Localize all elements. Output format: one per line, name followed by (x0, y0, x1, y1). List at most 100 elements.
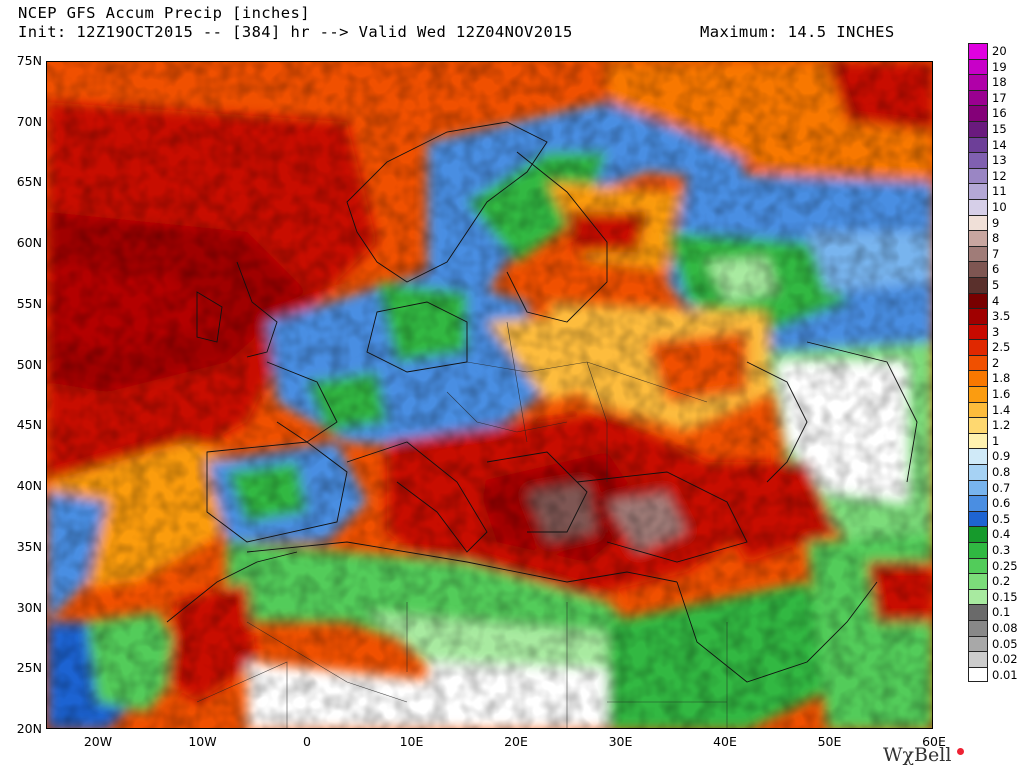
legend-label: 0.9 (992, 449, 1011, 464)
legend-entry: 18 (968, 74, 1020, 90)
legend-swatch (968, 292, 988, 309)
legend-swatch (968, 479, 988, 496)
legend-label: 19 (992, 59, 1007, 74)
legend-swatch (968, 354, 988, 371)
borders (196, 321, 728, 728)
legend-swatch (968, 74, 988, 90)
legend-swatch (968, 635, 988, 652)
lat-label: 65N (16, 174, 42, 190)
legend-label: 0.3 (992, 543, 1011, 557)
legend-swatch (968, 604, 988, 620)
legend-swatch (968, 666, 988, 683)
legend-swatch (968, 183, 988, 199)
legend-swatch (968, 308, 988, 324)
legend-label: 2 (992, 355, 1000, 370)
coastlines (166, 121, 918, 683)
lon-label: 20W (83, 734, 113, 749)
legend-entry: 1.4 (968, 401, 1020, 418)
logo-dot-icon (957, 748, 964, 755)
legend-label: 8 (992, 231, 1000, 246)
legend-entry: 7 (968, 245, 1020, 262)
legend-entry: 0.25 (968, 557, 1020, 574)
legend-entry: 3.5 (968, 308, 1020, 324)
legend-swatch (968, 542, 988, 558)
legend-label: 0.7 (992, 480, 1011, 495)
legend-entry: 16 (968, 105, 1020, 121)
lat-label: 30N (16, 599, 42, 615)
legend-entry: 20 (968, 43, 1020, 59)
legend-entry: 14 (968, 136, 1020, 153)
lon-label: 50E (817, 734, 842, 749)
legend-entry: 0.9 (968, 448, 1020, 465)
legend-swatch (968, 214, 988, 231)
init-valid-line: Init: 12Z19OCT2015 -- [384] hr --> Valid… (18, 23, 573, 41)
legend-swatch (968, 323, 988, 340)
legend-entry: 0.5 (968, 510, 1020, 527)
legend-entry: 1.8 (968, 370, 1020, 387)
lon-label: 30E (608, 734, 633, 749)
legend-label: 1 (992, 433, 1000, 448)
legend-entry: 2.5 (968, 339, 1020, 355)
legend-label: 2.5 (992, 340, 1011, 355)
legend-label: 7 (992, 246, 1000, 261)
legend-entry: 0.05 (968, 635, 1020, 652)
lat-label: 35N (16, 538, 42, 554)
legend-label: 0.25 (992, 558, 1018, 573)
legend-label: 0.08 (992, 620, 1018, 635)
lat-label: 25N (16, 660, 42, 676)
legend-swatch (968, 120, 988, 137)
legend-label: 3.5 (992, 309, 1011, 324)
legend-swatch (968, 245, 988, 262)
legend-swatch (968, 464, 988, 480)
legend-swatch (968, 417, 988, 433)
lon-label: 60E (922, 734, 946, 749)
legend-swatch (968, 276, 988, 293)
color-legend: 20 19 18 17 16 15 14 13 12 11 10 9 8 7 6 5 4 3.5 3 2.5 2 1.8 1… (968, 43, 1020, 683)
legend-swatch (968, 510, 988, 527)
legend-entry: 3 (968, 323, 1020, 340)
legend-entry: 6 (968, 261, 1020, 277)
legend-entry: 0.7 (968, 479, 1020, 496)
legend-label: 0.1 (992, 605, 1011, 620)
legend-swatch (968, 198, 988, 215)
legend-entry: 0.8 (968, 464, 1020, 480)
legend-entry: 19 (968, 58, 1020, 75)
legend-entry: 12 (968, 167, 1020, 184)
legend-entry: 13 (968, 152, 1020, 168)
legend-label: 6 (992, 262, 1000, 277)
legend-label: 0.8 (992, 465, 1011, 480)
legend-label: 0.4 (992, 527, 1011, 542)
legend-entry: 0.6 (968, 495, 1020, 511)
lat-label: 60N (16, 235, 42, 251)
legend-entry: 0.2 (968, 573, 1020, 589)
precip-field (47, 62, 932, 728)
legend-entry: 5 (968, 276, 1020, 293)
legend-label: 0.2 (992, 574, 1011, 589)
legend-label: 0.5 (992, 511, 1011, 526)
map-title: NCEP GFS Accum Precip [inches] (18, 4, 310, 22)
maximum-value: Maximum: 14.5 INCHES (700, 23, 895, 41)
legend-swatch (968, 339, 988, 355)
legend-label: 1.4 (992, 402, 1011, 417)
legend-label: 17 (992, 90, 1007, 105)
legend-swatch (968, 43, 988, 59)
legend-entry: 0.4 (968, 526, 1020, 542)
legend-entry: 0.08 (968, 619, 1020, 636)
legend-entry: 1.6 (968, 386, 1020, 402)
legend-swatch (968, 152, 988, 168)
legend-swatch (968, 432, 988, 449)
legend-swatch (968, 588, 988, 605)
legend-swatch (968, 167, 988, 184)
legend-entry: 10 (968, 198, 1020, 215)
precip-map (46, 61, 933, 729)
legend-swatch (968, 386, 988, 402)
legend-label: 0.6 (992, 496, 1011, 511)
legend-swatch (968, 573, 988, 589)
legend-swatch (968, 557, 988, 574)
legend-label: 0.02 (992, 652, 1018, 667)
legend-label: 13 (992, 153, 1007, 168)
legend-entry: 15 (968, 120, 1020, 137)
lon-label: 10E (399, 734, 424, 749)
lat-label: 70N (16, 113, 42, 129)
lat-label: 75N (16, 53, 42, 68)
